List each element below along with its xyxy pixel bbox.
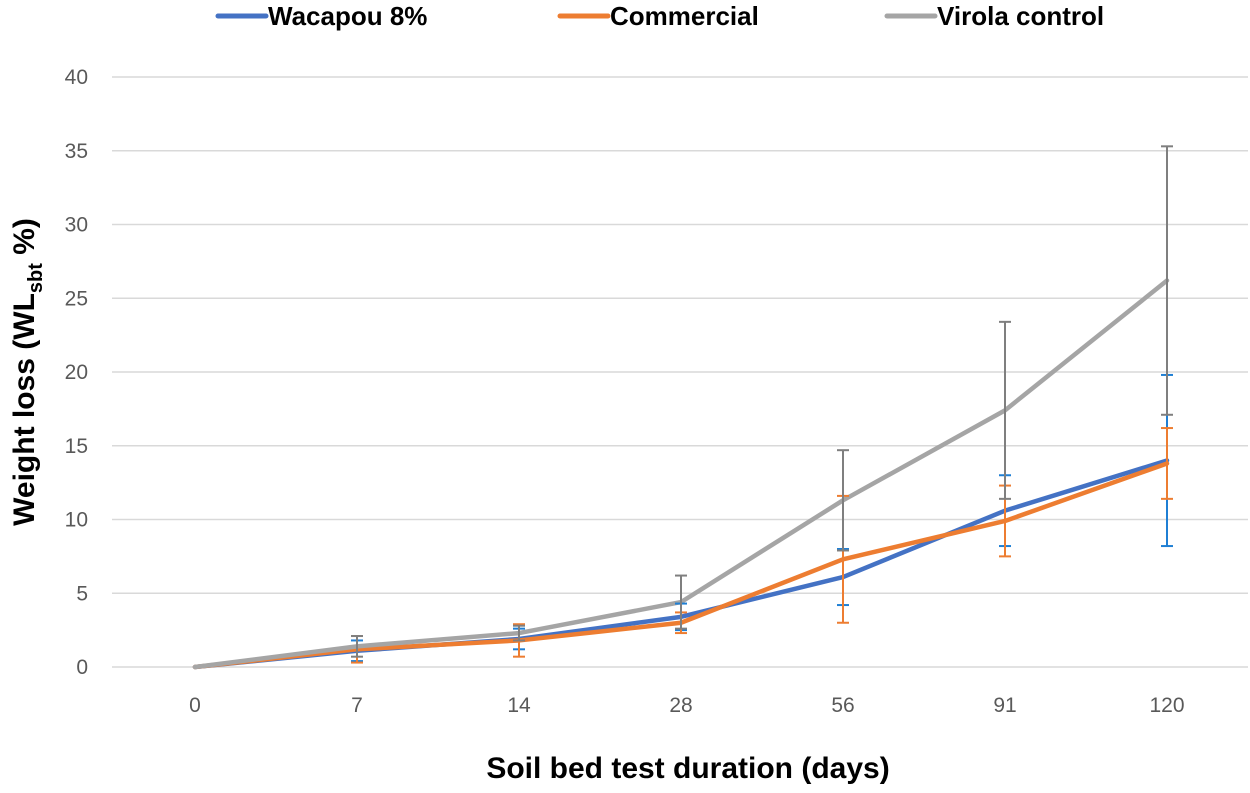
legend-label: Wacapou 8% [268, 1, 427, 31]
y-tick-label: 5 [76, 582, 88, 605]
y-tick-label: 20 [65, 361, 88, 384]
y-tick-label: 35 [65, 140, 88, 163]
x-axis-title: Soil bed test duration (days) [486, 752, 889, 785]
y-tick-label: 0 [76, 656, 88, 679]
x-tick-label: 120 [1149, 694, 1184, 717]
y-tick-label: 25 [65, 287, 88, 310]
x-tick-label: 7 [351, 694, 363, 717]
legend: Wacapou 8% Commercial Virola control [215, 1, 1104, 31]
y-tick-label: 40 [65, 66, 88, 89]
legend-label: Virola control [937, 1, 1104, 31]
error-bar [1161, 145, 1173, 416]
x-tick-label: 0 [189, 694, 201, 717]
y-tick-label: 30 [65, 214, 88, 237]
error-bar [513, 624, 525, 642]
legend-item: Wacapou 8% [215, 1, 427, 31]
x-tick-label: 91 [993, 694, 1016, 717]
y-tick-label: 15 [65, 435, 88, 458]
x-tick-label: 14 [507, 694, 531, 717]
y-axis-title-subscript: sbt [25, 263, 47, 293]
gridlines [112, 76, 1248, 668]
error-bar [1161, 427, 1173, 500]
x-tick-label: 28 [669, 694, 692, 717]
series-line-wacapou-8 [192, 458, 1170, 670]
y-axis-title-main: Weight loss (WL [8, 293, 41, 526]
x-tick-label: 56 [831, 694, 854, 717]
y-axis-title: Weight loss (WLsbt %) [8, 218, 47, 526]
error-bar [999, 320, 1011, 500]
y-axis-title-suffix: %) [8, 218, 41, 263]
legend-label: Commercial [610, 1, 759, 31]
y-axis-ticks: 0 5 10 15 20 25 30 35 40 [65, 66, 88, 679]
legend-item: Commercial [557, 1, 759, 31]
error-bar [837, 449, 849, 552]
error-bars [351, 145, 1173, 664]
x-axis-ticks: 0 7 14 28 56 91 120 [189, 694, 1184, 717]
error-bar [675, 574, 687, 630]
legend-item: Virola control [884, 1, 1104, 31]
error-bar [351, 635, 363, 658]
series-line-commercial [192, 461, 1170, 670]
y-tick-label: 10 [65, 509, 88, 532]
